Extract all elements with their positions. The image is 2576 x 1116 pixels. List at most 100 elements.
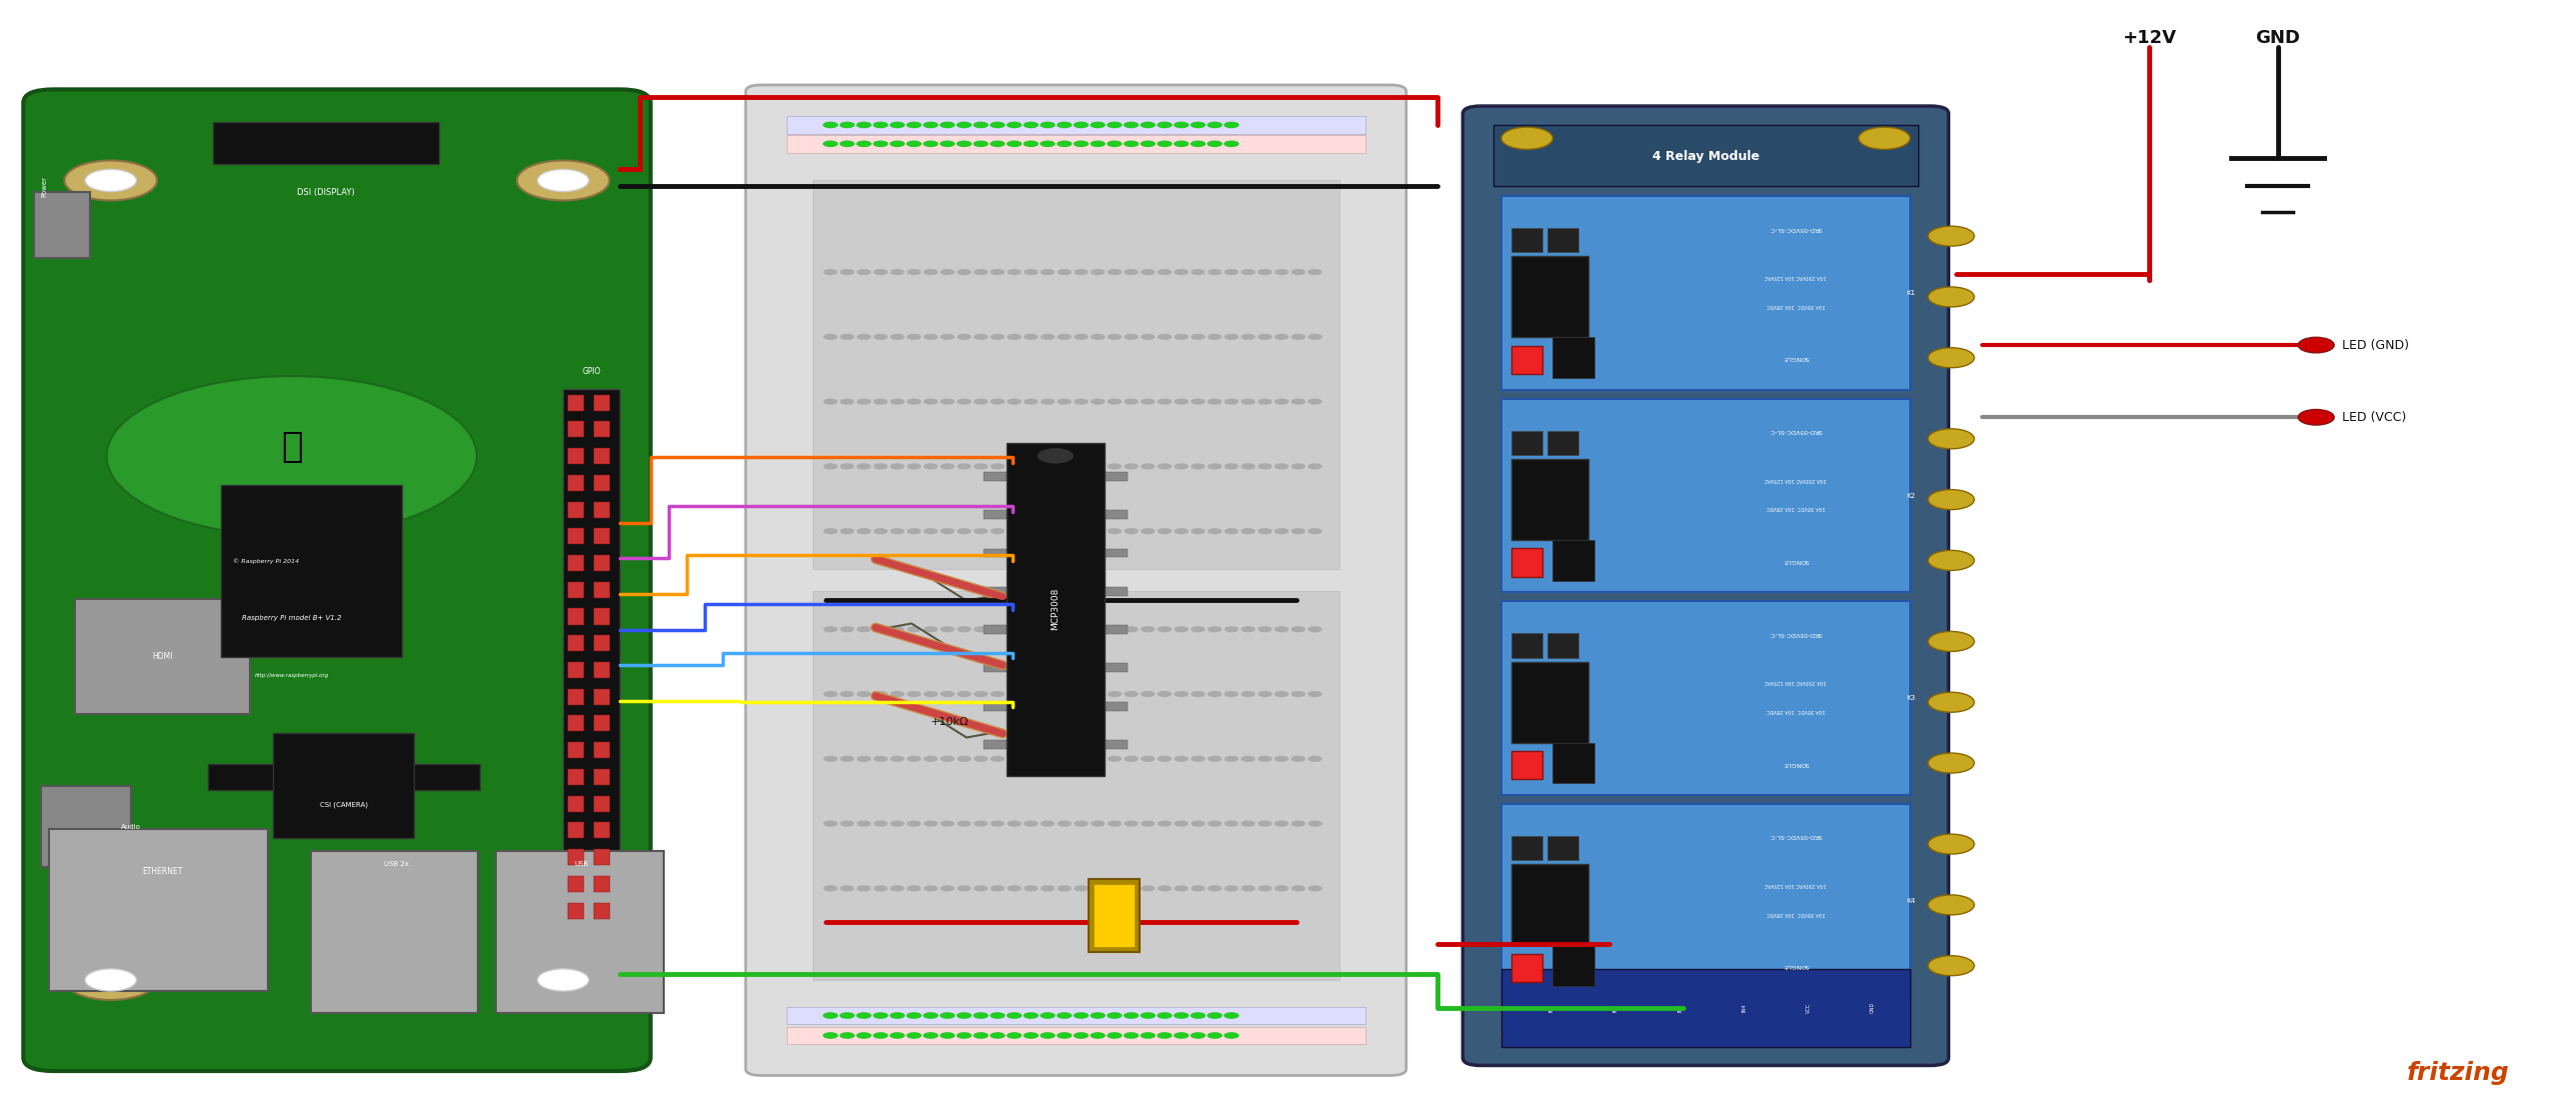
Bar xyxy=(595,608,611,625)
Circle shape xyxy=(1157,626,1172,633)
Text: GND: GND xyxy=(1870,1002,1875,1013)
Circle shape xyxy=(989,691,1005,698)
Bar xyxy=(1512,431,1543,455)
Circle shape xyxy=(1275,756,1288,762)
Circle shape xyxy=(1074,463,1087,470)
Circle shape xyxy=(822,1032,837,1039)
Circle shape xyxy=(1157,122,1172,128)
Circle shape xyxy=(974,141,989,147)
Circle shape xyxy=(1123,820,1139,827)
Bar xyxy=(595,555,611,571)
Circle shape xyxy=(1242,463,1255,470)
Circle shape xyxy=(940,1032,956,1039)
Circle shape xyxy=(891,885,904,892)
Text: SRD-05VDC-SL-C: SRD-05VDC-SL-C xyxy=(1770,225,1821,231)
Circle shape xyxy=(1041,691,1054,698)
Circle shape xyxy=(1056,691,1072,698)
Circle shape xyxy=(1208,626,1221,633)
Circle shape xyxy=(824,756,837,762)
Circle shape xyxy=(1056,626,1072,633)
Circle shape xyxy=(1007,691,1023,698)
Text: © Raspberry Pi 2014: © Raspberry Pi 2014 xyxy=(232,558,299,564)
Circle shape xyxy=(858,626,871,633)
Circle shape xyxy=(1074,1032,1090,1039)
Circle shape xyxy=(1108,626,1121,633)
Text: 10A 30VDC  10A 28VDC: 10A 30VDC 10A 28VDC xyxy=(1767,911,1824,915)
Circle shape xyxy=(956,269,971,276)
Text: 10A 250VAC 10A 125VAC: 10A 250VAC 10A 125VAC xyxy=(1765,680,1826,684)
Circle shape xyxy=(873,334,889,340)
Circle shape xyxy=(1108,528,1121,535)
Circle shape xyxy=(1190,122,1206,128)
Bar xyxy=(1105,549,1128,558)
Circle shape xyxy=(1309,463,1321,470)
Circle shape xyxy=(1175,1032,1190,1039)
Text: 🍓: 🍓 xyxy=(281,430,301,464)
Circle shape xyxy=(1242,756,1255,762)
Circle shape xyxy=(1141,820,1154,827)
Circle shape xyxy=(956,691,971,698)
Circle shape xyxy=(989,141,1005,147)
Circle shape xyxy=(1023,756,1038,762)
Circle shape xyxy=(925,756,938,762)
Circle shape xyxy=(1007,528,1023,535)
Circle shape xyxy=(824,269,837,276)
Bar xyxy=(569,635,585,652)
Circle shape xyxy=(855,122,871,128)
Bar xyxy=(1548,634,1579,657)
Circle shape xyxy=(925,691,938,698)
Bar xyxy=(1512,662,1589,743)
Circle shape xyxy=(518,161,611,201)
Circle shape xyxy=(974,334,989,340)
Circle shape xyxy=(974,820,989,827)
Circle shape xyxy=(907,1032,922,1039)
Circle shape xyxy=(922,1032,938,1039)
Text: GND: GND xyxy=(2254,29,2300,47)
Circle shape xyxy=(1123,1012,1139,1019)
Circle shape xyxy=(1190,820,1206,827)
Circle shape xyxy=(907,528,922,535)
Circle shape xyxy=(1275,626,1288,633)
Text: 10A 30VDC  10A 28VDC: 10A 30VDC 10A 28VDC xyxy=(1767,302,1824,308)
Circle shape xyxy=(1108,820,1121,827)
Circle shape xyxy=(940,122,956,128)
Circle shape xyxy=(840,1012,855,1019)
Circle shape xyxy=(907,691,922,698)
Bar xyxy=(786,1027,1365,1045)
Bar xyxy=(1548,431,1579,455)
Circle shape xyxy=(1056,756,1072,762)
Bar xyxy=(595,876,611,892)
Circle shape xyxy=(1007,122,1023,128)
Circle shape xyxy=(925,528,938,535)
Bar xyxy=(41,786,131,867)
Text: fritzing: fritzing xyxy=(2406,1061,2509,1086)
Text: IN1: IN1 xyxy=(1548,1003,1553,1012)
Circle shape xyxy=(873,691,889,698)
Circle shape xyxy=(974,1012,989,1019)
Circle shape xyxy=(989,820,1005,827)
Circle shape xyxy=(85,170,137,192)
Circle shape xyxy=(940,691,956,698)
Circle shape xyxy=(1041,122,1056,128)
Circle shape xyxy=(1275,334,1288,340)
Circle shape xyxy=(956,141,971,147)
Circle shape xyxy=(840,885,855,892)
Circle shape xyxy=(1074,691,1087,698)
Circle shape xyxy=(974,398,989,405)
Circle shape xyxy=(956,1012,971,1019)
Bar xyxy=(595,796,611,811)
Bar xyxy=(1502,196,1909,389)
FancyBboxPatch shape xyxy=(23,89,652,1071)
Circle shape xyxy=(1257,756,1273,762)
Circle shape xyxy=(891,756,904,762)
Circle shape xyxy=(822,1012,837,1019)
Bar xyxy=(569,769,585,785)
Circle shape xyxy=(940,398,956,405)
Circle shape xyxy=(1056,334,1072,340)
Circle shape xyxy=(1224,626,1239,633)
Circle shape xyxy=(1208,398,1221,405)
Circle shape xyxy=(1224,463,1239,470)
Bar xyxy=(595,769,611,785)
Circle shape xyxy=(907,269,922,276)
Circle shape xyxy=(1927,632,1973,652)
